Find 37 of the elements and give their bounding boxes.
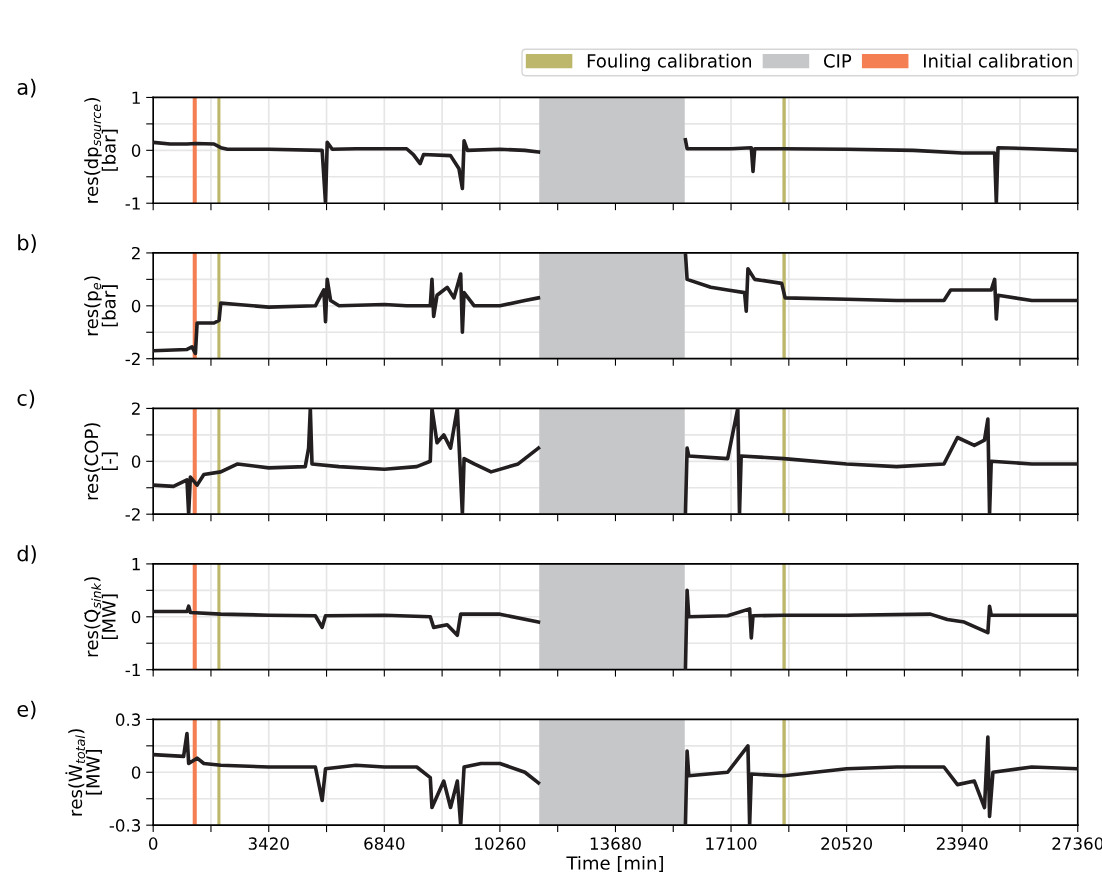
x-tick-label: 0 (148, 837, 158, 850)
x-tick-label: 23940 (936, 837, 988, 850)
x-tick-label: 13680 (590, 837, 641, 850)
chart-title: b) (18, 234, 36, 253)
y-axis-title: res(COP) [-] (84, 423, 118, 500)
y-tick-label: -1 (125, 663, 140, 677)
x-tick-label: 17100 (706, 837, 757, 850)
legend-label: Initial calibration (923, 53, 1072, 68)
x-axis-title: Time [min] (566, 855, 663, 872)
y-tick-label: 0 (131, 455, 141, 468)
y-tick-label: -1 (125, 197, 140, 210)
y-tick-label: 0 (131, 610, 141, 624)
y-tick-label: 0 (131, 144, 141, 157)
x-tick-label: 10260 (475, 837, 526, 850)
y-axis-title: res(Q̇$_{sink}$) [MW] (84, 577, 118, 657)
legend-label: Fouling calibration (587, 53, 752, 72)
y-tick-label: 0 (131, 299, 141, 313)
y-axis-title: res(p$_{e}$) [bar] (84, 276, 118, 336)
y-tick-label: 0.3 (115, 713, 141, 726)
y-tick-label: 2 (131, 402, 140, 415)
chart-title: e) (17, 700, 36, 720)
text: res(dp$_{source}$) [bar] (84, 98, 118, 203)
y-axis-title: res(Ẇ$_{total}$) [MW] (65, 729, 102, 816)
y-tick-label: 0 (131, 766, 141, 779)
chart-title: d) (17, 545, 36, 564)
x-tick-label: 3420 (248, 837, 289, 850)
legend-label: CIP (823, 54, 852, 68)
x-tick-label: 6840 (364, 837, 405, 850)
y-tick-label: -2 (125, 352, 140, 366)
y-tick-label: -2 (125, 508, 140, 521)
y-tick-label: 1 (132, 91, 140, 104)
y-tick-label: 2 (131, 246, 140, 260)
chart-title: a) (17, 78, 36, 98)
y-tick-label: -0.3 (109, 819, 141, 832)
chart-title: c) (17, 389, 35, 409)
x-tick-label: 20520 (821, 837, 873, 850)
y-tick-label: 1 (132, 558, 140, 571)
